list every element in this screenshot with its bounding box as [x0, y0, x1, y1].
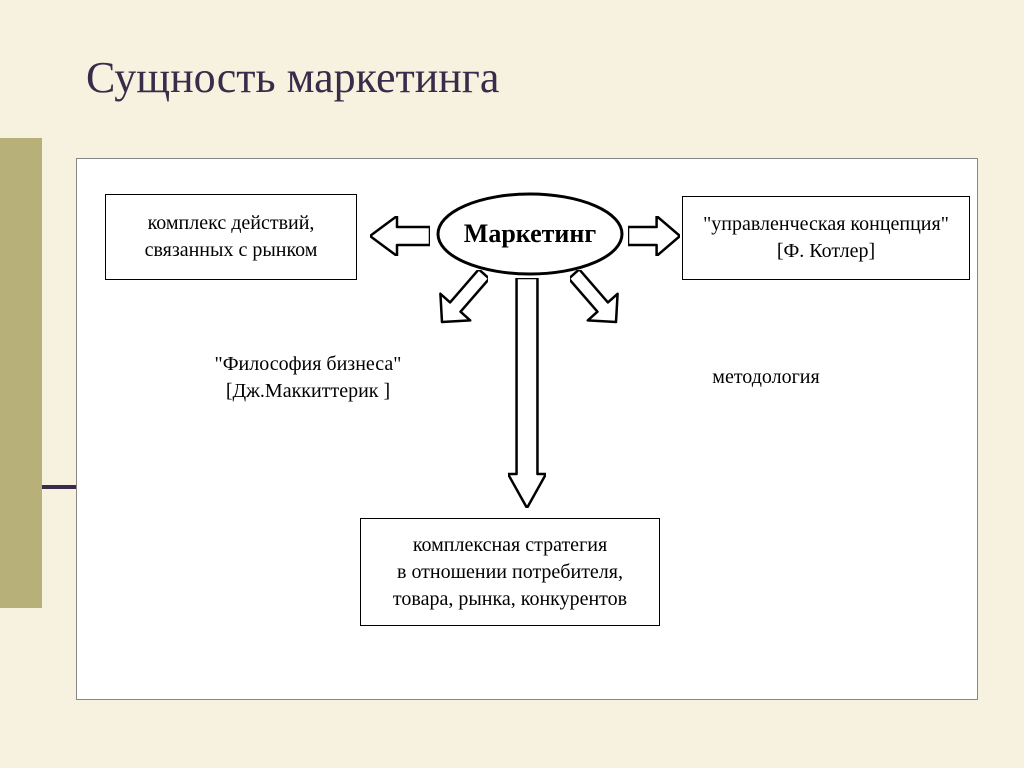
node-bottom-left: "Философия бизнеса"[Дж.Маккиттерик ] — [178, 343, 438, 413]
arrow-right — [628, 216, 680, 256]
arrow-left — [370, 216, 430, 256]
node-bottom-right: методология — [666, 360, 866, 394]
page-title: Сущность маркетинга — [86, 52, 499, 103]
node-right: "управленческая концепция"[Ф. Котлер] — [682, 196, 970, 280]
arrow-down-left — [438, 270, 488, 326]
node-bottom: комплексная стратегияв отношении потреби… — [360, 518, 660, 626]
node-left: комплекс действий,связанных с рынком — [105, 194, 357, 280]
accent-bar-left — [0, 138, 42, 608]
slide-root: Сущность маркетинга Маркетинг комплекс д… — [0, 0, 1024, 768]
center-label: Маркетинг — [438, 219, 622, 249]
arrow-down-right — [570, 270, 620, 326]
arrow-down — [508, 278, 546, 508]
